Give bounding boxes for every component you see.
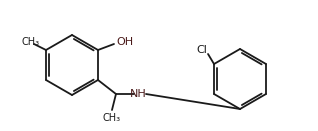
Text: OH: OH	[116, 37, 133, 47]
Text: CH₃: CH₃	[103, 113, 121, 123]
Text: CH₃: CH₃	[22, 37, 40, 47]
Text: Cl: Cl	[197, 45, 207, 55]
Text: NH: NH	[130, 89, 146, 99]
